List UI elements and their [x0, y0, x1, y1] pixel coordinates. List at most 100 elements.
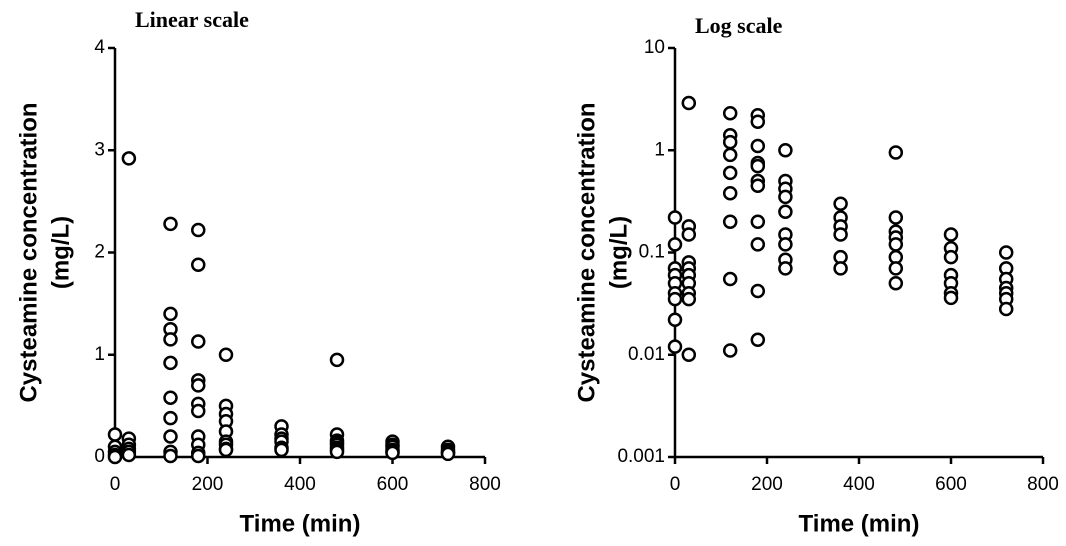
data-point [778, 143, 793, 158]
data-point [191, 334, 206, 349]
data-point [998, 301, 1014, 317]
data-point [750, 158, 766, 174]
data-point [163, 216, 178, 232]
data-point [163, 390, 178, 405]
chart-title: Log scale [695, 13, 783, 38]
data-point [722, 343, 738, 358]
data-point [191, 403, 206, 419]
data-point [667, 291, 683, 307]
data-point [667, 339, 683, 354]
data-point [750, 237, 766, 252]
data-point [833, 227, 848, 242]
data-point [750, 332, 766, 348]
data-point [750, 138, 766, 154]
data-point [750, 214, 766, 229]
data-point [722, 147, 738, 163]
data-point [722, 106, 738, 121]
data-point [107, 449, 123, 465]
x-tick-label: 400 [284, 474, 316, 495]
data-point [440, 446, 456, 462]
x-tick-label: 600 [377, 474, 409, 495]
data-point [218, 442, 234, 458]
data-point [722, 214, 738, 229]
data-point [218, 347, 234, 362]
data-point [329, 444, 345, 460]
x-tick-label: 800 [469, 474, 501, 495]
chart-title: Linear scale [135, 7, 249, 32]
y-tick-label: 0.001 [617, 446, 665, 467]
data-point [163, 448, 178, 464]
data-point [191, 257, 206, 273]
y-tick-label: 2 [94, 242, 105, 263]
y-tick-label: 0.1 [639, 242, 665, 263]
data-point [888, 145, 904, 160]
data-point [681, 95, 697, 111]
data-point [943, 290, 959, 306]
y-tick-label: 3 [94, 139, 105, 160]
data-point [998, 245, 1014, 260]
data-point [385, 445, 400, 461]
x-tick-label: 400 [843, 474, 875, 495]
data-point [943, 227, 959, 242]
data-point [107, 427, 123, 442]
x-tick-label: 600 [935, 474, 967, 495]
data-point [833, 261, 848, 276]
data-point [778, 261, 793, 276]
data-point [163, 429, 178, 444]
data-point [163, 355, 178, 371]
data-point [681, 347, 697, 362]
data-point [778, 237, 793, 252]
data-point [274, 442, 289, 458]
x-tick-label: 200 [192, 474, 224, 495]
data-point [191, 378, 206, 393]
data-point [888, 276, 904, 291]
data-point [750, 114, 766, 129]
data-point [722, 185, 738, 201]
data-point [750, 283, 766, 299]
data-point [163, 410, 178, 426]
data-point [667, 237, 683, 252]
data-point [722, 134, 738, 150]
data-point [750, 178, 766, 193]
y-tick-label: 4 [94, 37, 105, 58]
y-tick-label: 1 [94, 344, 105, 365]
chart-panel: Log scale Time (min) Cysteamine concentrat… [573, 13, 1059, 537]
data-point [681, 227, 697, 242]
y-tick-label: 0 [94, 446, 105, 467]
data-point [329, 352, 345, 368]
data-point [778, 204, 793, 220]
y-axis-label: Cysteamine concentration [573, 102, 600, 402]
data-point [778, 189, 793, 205]
data-point [191, 222, 206, 238]
x-tick-label: 200 [751, 474, 783, 495]
data-point [681, 291, 697, 307]
data-point [943, 249, 959, 265]
data-point [722, 271, 738, 287]
data-point [888, 237, 904, 252]
y-tick-label: 0.01 [628, 344, 665, 365]
data-point [888, 261, 904, 276]
y-axis-label: (mg/L) [47, 216, 74, 289]
y-axis-label: (mg/L) [605, 216, 632, 289]
data-point [888, 210, 904, 225]
x-axis-label: Time (min) [240, 510, 361, 537]
x-tick-label: 0 [110, 474, 121, 495]
data-point [163, 332, 178, 347]
y-axis-label: Cysteamine concentration [15, 102, 42, 402]
data-point [722, 165, 738, 181]
data-point [667, 312, 683, 327]
chart-panel: Linear scale Time (min) Cysteamine concent… [15, 7, 501, 537]
y-tick-label: 1 [654, 139, 665, 160]
data-point [191, 448, 206, 464]
x-axis-label: Time (min) [799, 510, 920, 537]
data-point [667, 210, 683, 225]
data-point [833, 196, 848, 211]
data-point [163, 306, 178, 322]
x-tick-label: 0 [670, 474, 681, 495]
y-tick-label: 10 [644, 37, 665, 58]
x-tick-label: 800 [1027, 474, 1059, 495]
data-point [121, 447, 137, 463]
data-point [121, 151, 137, 166]
